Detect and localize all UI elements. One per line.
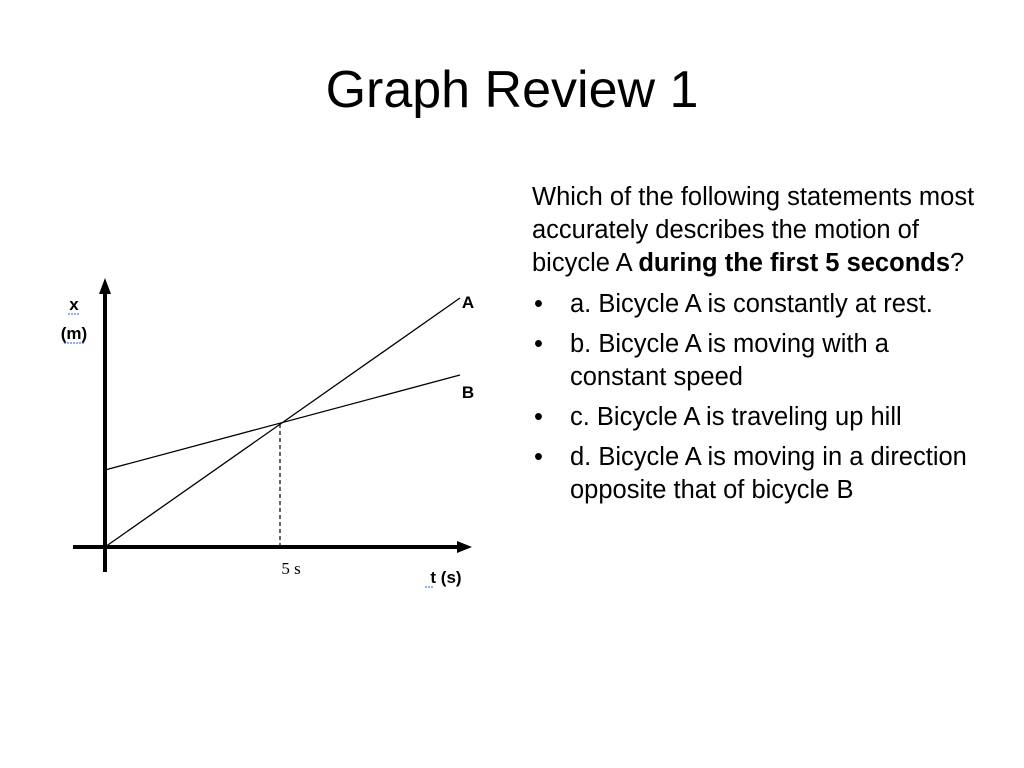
line-b-label: B	[462, 383, 474, 402]
bullet-icon: •	[534, 403, 543, 431]
x-axis-arrowhead	[457, 541, 472, 553]
x-axis-label: t (s)	[430, 568, 461, 587]
answer-option-b: • b. Bicycle A is moving with a constant…	[532, 328, 982, 394]
answer-option-text: b. Bicycle A is moving with a constant s…	[570, 330, 889, 391]
bullet-icon: •	[534, 290, 543, 318]
slide-title: Graph Review 1	[325, 61, 699, 119]
answer-options: • a. Bicycle A is constantly at rest. • …	[532, 288, 982, 507]
answer-option-a: • a. Bicycle A is constantly at rest.	[532, 288, 982, 321]
bullet-icon: •	[534, 443, 543, 471]
question-text-end: ?	[950, 249, 965, 277]
question-block: Which of the following statements most a…	[532, 181, 982, 514]
answer-option-text: d. Bicycle A is moving in a direction op…	[570, 443, 967, 504]
answer-option-c: • c. Bicycle A is traveling up hill	[532, 401, 982, 434]
bullet-icon: •	[534, 330, 543, 358]
answer-option-d: • d. Bicycle A is moving in a direction …	[532, 441, 982, 507]
line-a-label: A	[462, 293, 474, 312]
y-axis-label-x: x	[69, 295, 79, 314]
answer-option-text: c. Bicycle A is traveling up hill	[570, 403, 902, 431]
answer-option-text: a. Bicycle A is constantly at rest.	[570, 290, 933, 318]
question-text: Which of the following statements most a…	[532, 181, 982, 280]
y-axis-label-unit: (m)	[61, 324, 87, 343]
y-axis-arrowhead	[99, 278, 111, 294]
question-text-start: Which of the following statements most a…	[532, 183, 975, 277]
position-time-graph: x (m) A B 5 s t (s)	[61, 278, 474, 588]
question-text-emphasis: during the first 5 seconds	[638, 249, 951, 277]
x-tick-label-5s: 5 s	[281, 559, 300, 578]
line-b	[104, 374, 461, 471]
